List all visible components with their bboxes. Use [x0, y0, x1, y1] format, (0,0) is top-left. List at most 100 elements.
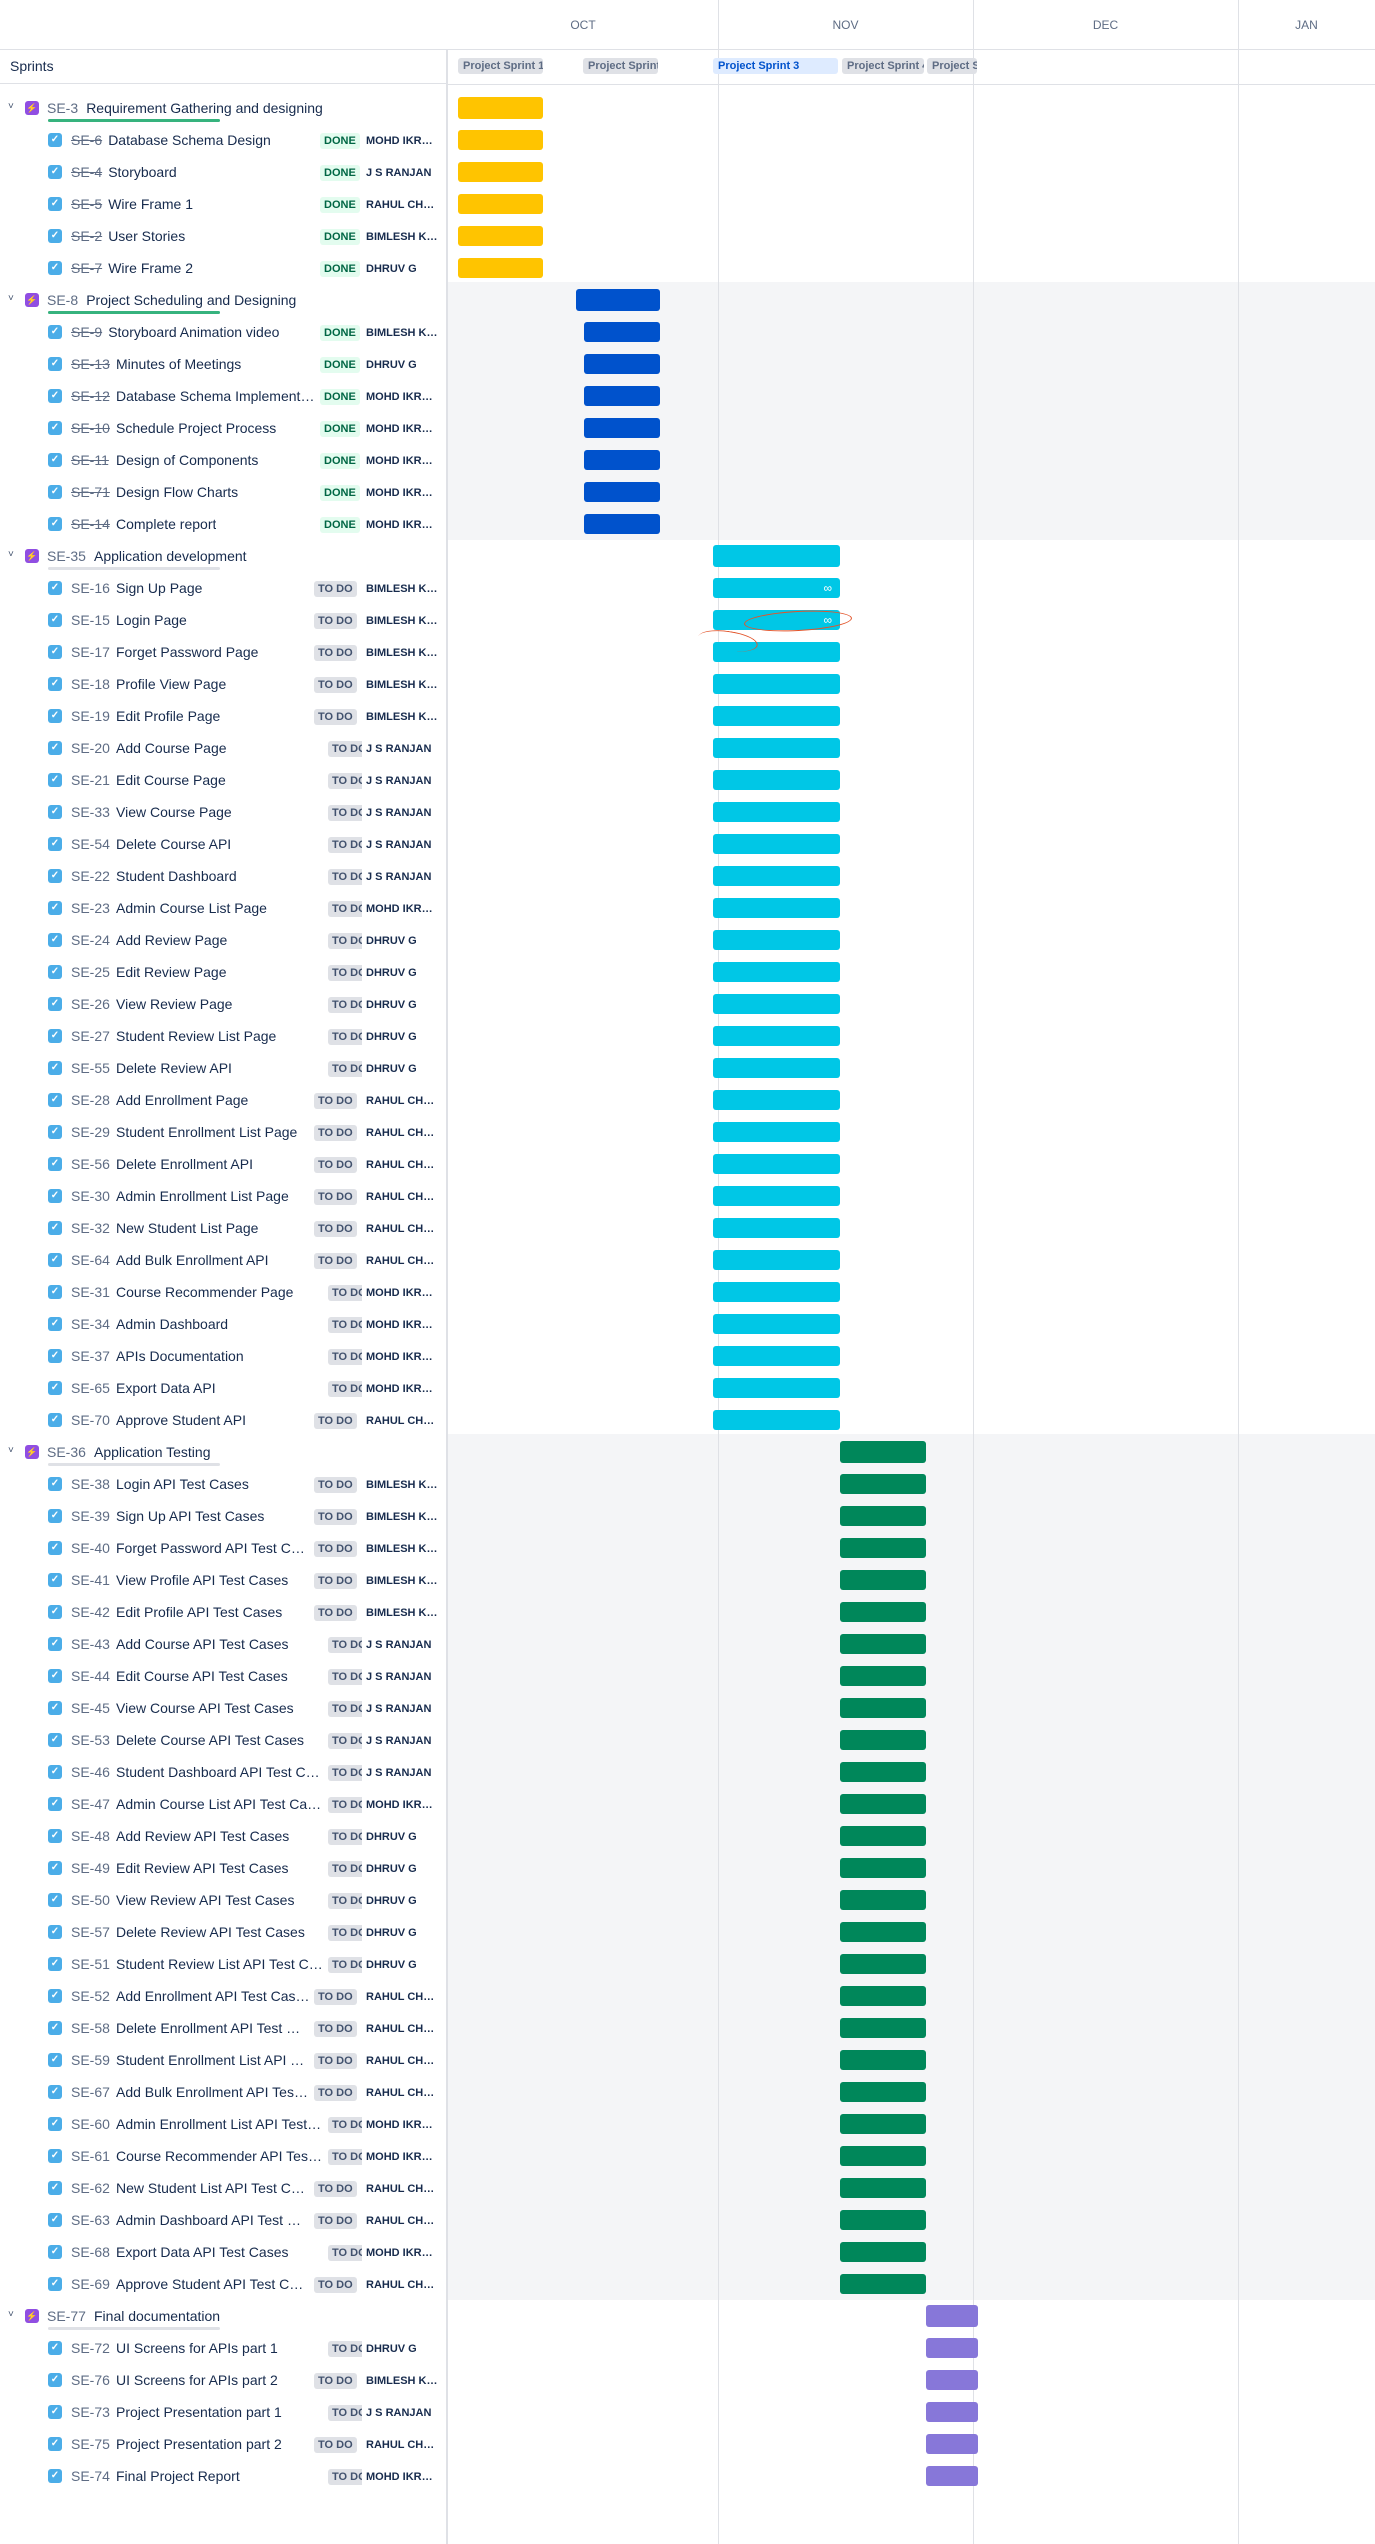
- status-badge[interactable]: TO DO: [328, 1317, 371, 1333]
- assignee-name[interactable]: MOHD IKRAM: [362, 1285, 438, 1301]
- task-title[interactable]: Student Dashboard API Test Cases: [116, 1764, 324, 1780]
- task-bar[interactable]: [458, 194, 543, 214]
- task-row[interactable]: ✓ SE-53 Delete Course API Test Cases TO DO J…: [0, 1724, 448, 1756]
- task-row[interactable]: ✓ SE-54 Delete Course API TO DO J S RANJAN: [0, 828, 448, 860]
- assignee-name[interactable]: RAHUL CHAUHAN: [362, 1221, 438, 1237]
- epic-key[interactable]: SE-8: [47, 292, 79, 308]
- task-key[interactable]: SE-62: [71, 2180, 110, 2196]
- assignee-name[interactable]: RAHUL CHAUHAN: [362, 2181, 438, 2197]
- epic-key[interactable]: SE-77: [47, 2308, 86, 2324]
- epic-title[interactable]: Application development: [94, 548, 247, 564]
- status-badge[interactable]: DONE: [320, 229, 360, 245]
- assignee-name[interactable]: BIMLESH KUMAR: [362, 1477, 438, 1493]
- status-badge[interactable]: TO DO: [328, 1285, 371, 1301]
- epic-bar[interactable]: [713, 545, 840, 567]
- status-badge[interactable]: TO DO: [314, 709, 357, 725]
- task-key[interactable]: SE-4: [71, 164, 103, 180]
- assignee-name[interactable]: BIMLESH KUMAR: [362, 2373, 438, 2389]
- task-key[interactable]: SE-70: [71, 1412, 110, 1428]
- status-badge[interactable]: TO DO: [328, 2149, 371, 2165]
- task-key[interactable]: SE-65: [71, 1380, 110, 1396]
- assignee-name[interactable]: DHRUV G: [362, 997, 438, 1013]
- task-row[interactable]: ✓ SE-21 Edit Course Page TO DO J S RANJAN: [0, 764, 448, 796]
- task-key[interactable]: SE-24: [71, 932, 110, 948]
- task-title[interactable]: Export Data API Test Cases: [116, 2244, 289, 2260]
- task-row[interactable]: ✓ SE-59 Student Enrollment List API Test C…: [0, 2044, 448, 2076]
- task-bar[interactable]: [840, 1506, 926, 1526]
- task-bar[interactable]: [840, 2242, 926, 2262]
- task-bar[interactable]: [584, 450, 660, 470]
- chevron-down-icon[interactable]: ˅: [8, 549, 14, 560]
- task-title[interactable]: Add Course Page: [116, 740, 227, 756]
- task-title[interactable]: Add Enrollment API Test Cases: [116, 1988, 310, 2004]
- status-badge[interactable]: TO DO: [314, 2021, 357, 2037]
- task-title[interactable]: Course Recommender Page: [116, 1284, 294, 1300]
- task-key[interactable]: SE-16: [71, 580, 110, 596]
- task-key[interactable]: SE-9: [71, 324, 103, 340]
- status-badge[interactable]: TO DO: [314, 2085, 357, 2101]
- task-bar[interactable]: [584, 418, 660, 438]
- task-bar[interactable]: [840, 1602, 926, 1622]
- task-key[interactable]: SE-25: [71, 964, 110, 980]
- task-title[interactable]: Student Review List Page: [116, 1028, 277, 1044]
- status-badge[interactable]: TO DO: [328, 2341, 371, 2357]
- task-bar[interactable]: [713, 1058, 840, 1078]
- assignee-name[interactable]: MOHD IKRAM: [362, 2149, 438, 2165]
- task-title[interactable]: Edit Profile Page: [116, 708, 221, 724]
- task-title[interactable]: Student Enrollment List API Test Cases: [116, 2052, 310, 2068]
- status-badge[interactable]: TO DO: [314, 1157, 357, 1173]
- assignee-name[interactable]: MOHD IKRAM: [362, 517, 438, 533]
- status-badge[interactable]: TO DO: [328, 2405, 371, 2421]
- assignee-name[interactable]: BIMLESH KUMAR: [362, 677, 438, 693]
- task-title[interactable]: User Stories: [108, 228, 186, 244]
- assignee-name[interactable]: BIMLESH KUMAR: [362, 1509, 438, 1525]
- task-row[interactable]: ✓ SE-12 Database Schema Implementation DONE…: [0, 380, 448, 412]
- assignee-name[interactable]: BIMLESH KUMAR: [362, 581, 438, 597]
- status-badge[interactable]: TO DO: [314, 2277, 357, 2293]
- task-bar[interactable]: [458, 226, 543, 246]
- task-row[interactable]: ✓ SE-68 Export Data API Test Cases TO DO MOH…: [0, 2236, 448, 2268]
- assignee-name[interactable]: DHRUV G: [362, 1893, 438, 1909]
- assignee-name[interactable]: RAHUL CHAUHAN: [362, 1093, 438, 1109]
- task-bar[interactable]: [713, 642, 840, 662]
- status-badge[interactable]: TO DO: [328, 1701, 371, 1717]
- task-title[interactable]: Add Review API Test Cases: [116, 1828, 290, 1844]
- task-key[interactable]: SE-34: [71, 1316, 110, 1332]
- task-bar[interactable]: [458, 162, 543, 182]
- status-badge[interactable]: TO DO: [328, 1829, 371, 1845]
- task-key[interactable]: SE-23: [71, 900, 110, 916]
- task-row[interactable]: ✓ SE-65 Export Data API TO DO MOHD IKRAM: [0, 1372, 448, 1404]
- task-bar[interactable]: [713, 1410, 840, 1430]
- task-key[interactable]: SE-74: [71, 2468, 110, 2484]
- status-badge[interactable]: DONE: [320, 197, 360, 213]
- task-row[interactable]: ✓ SE-34 Admin Dashboard TO DO MOHD IKRAM: [0, 1308, 448, 1340]
- task-row[interactable]: ✓ SE-55 Delete Review API TO DO DHRUV G: [0, 1052, 448, 1084]
- task-key[interactable]: SE-11: [71, 452, 109, 468]
- assignee-name[interactable]: BIMLESH KUMAR: [362, 1541, 438, 1557]
- assignee-name[interactable]: DHRUV G: [362, 357, 438, 373]
- status-badge[interactable]: TO DO: [314, 613, 357, 629]
- task-title[interactable]: Project Presentation part 1: [116, 2404, 282, 2420]
- status-badge[interactable]: TO DO: [314, 1413, 357, 1429]
- task-bar[interactable]: [840, 2146, 926, 2166]
- task-row[interactable]: ✓ SE-76 UI Screens for APIs part 2 TO DO BIM…: [0, 2364, 448, 2396]
- task-bar[interactable]: [840, 1762, 926, 1782]
- assignee-name[interactable]: MOHD IKRAM: [362, 453, 438, 469]
- epic-bar[interactable]: [926, 2305, 978, 2327]
- status-badge[interactable]: TO DO: [328, 1733, 371, 1749]
- epic-row-se-36[interactable]: ˅ ⚡ SE-36 Application Testing: [0, 1436, 448, 1468]
- task-key[interactable]: SE-41: [71, 1572, 110, 1588]
- status-badge[interactable]: TO DO: [328, 741, 371, 757]
- task-row[interactable]: ✓ SE-24 Add Review Page TO DO DHRUV G: [0, 924, 448, 956]
- task-title[interactable]: Admin Enrollment List Page: [116, 1188, 289, 1204]
- status-badge[interactable]: TO DO: [314, 581, 357, 597]
- status-badge[interactable]: TO DO: [328, 837, 371, 853]
- task-title[interactable]: Profile View Page: [116, 676, 227, 692]
- task-title[interactable]: Delete Enrollment API: [116, 1156, 253, 1172]
- task-title[interactable]: View Review Page: [116, 996, 233, 1012]
- task-bar[interactable]: [584, 386, 660, 406]
- task-bar[interactable]: ∞: [713, 578, 840, 598]
- assignee-name[interactable]: RAHUL CHAUHAN: [362, 1189, 438, 1205]
- task-key[interactable]: SE-51: [71, 1956, 110, 1972]
- task-title[interactable]: UI Screens for APIs part 2: [116, 2372, 278, 2388]
